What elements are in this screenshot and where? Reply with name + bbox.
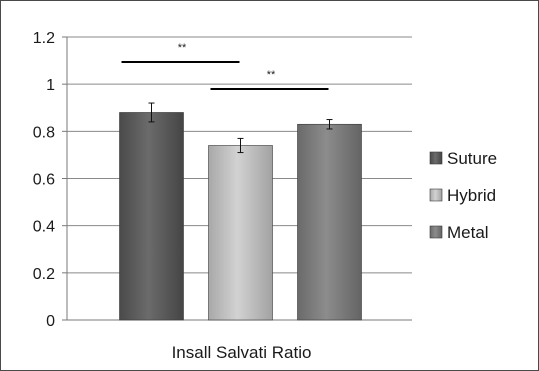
y-tick-label: 0.4 — [33, 219, 55, 236]
y-tick-label: 1.2 — [33, 30, 55, 47]
legend-swatch-suture — [429, 151, 443, 165]
y-axis: 0 0.2 0.4 0.6 0.8 1 1.2 — [33, 30, 412, 330]
significance-label: ** — [178, 42, 187, 54]
y-tick-label: 0.8 — [33, 124, 55, 141]
bar-hybrid — [208, 145, 273, 321]
x-axis: Insall Salvati Ratio — [172, 343, 312, 362]
legend-swatch-metal — [429, 225, 443, 239]
y-tick-label: 0.2 — [33, 266, 55, 283]
x-category-label: Insall Salvati Ratio — [172, 343, 312, 362]
legend: Suture Hybrid Metal — [429, 149, 497, 242]
significance-label: ** — [267, 69, 276, 81]
bars — [119, 112, 362, 321]
bar-metal — [297, 123, 362, 321]
bar-suture — [119, 112, 184, 321]
error-bars — [148, 102, 333, 154]
legend-swatch-hybrid — [429, 188, 443, 202]
legend-label-hybrid: Hybrid — [447, 186, 496, 205]
significance-annotations: ** ** — [121, 42, 329, 90]
legend-label-suture: Suture — [447, 149, 497, 168]
y-tick-label: 1 — [46, 77, 55, 94]
y-tick-label: 0.6 — [33, 172, 55, 189]
legend-label-metal: Metal — [447, 223, 489, 242]
y-tick-label: 0 — [46, 313, 55, 330]
